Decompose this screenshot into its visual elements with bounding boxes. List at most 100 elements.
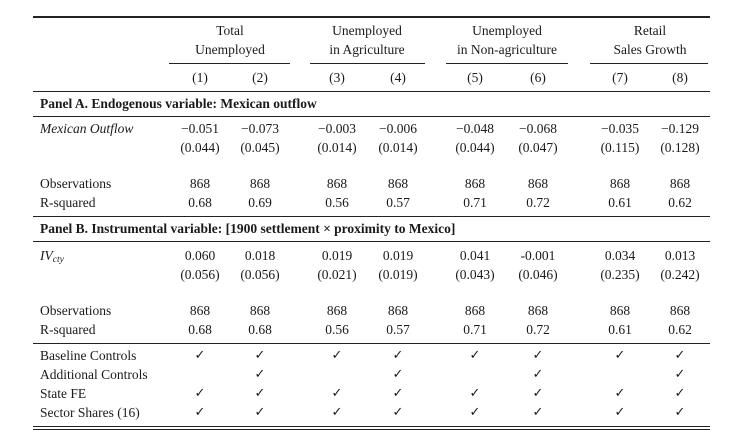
panel-a-rule bbox=[33, 116, 710, 117]
top-rule bbox=[33, 16, 710, 18]
coefficient: −0.006 bbox=[379, 121, 417, 136]
controls-rule bbox=[33, 343, 710, 344]
r-squared-value: 0.61 bbox=[608, 195, 632, 210]
check-icon: ✓ bbox=[194, 405, 206, 420]
column-number: (7) bbox=[612, 70, 628, 85]
check-icon: ✓ bbox=[331, 348, 343, 363]
column-number: (6) bbox=[530, 70, 546, 85]
coefficient: −0.048 bbox=[456, 121, 494, 136]
panel-title: Panel A. Endogenous variable: Mexican ou… bbox=[40, 96, 317, 111]
row-label-observations: Observations bbox=[40, 176, 112, 191]
check-icon: ✓ bbox=[194, 348, 206, 363]
column-group-subtitle: in Non-agriculture bbox=[456, 42, 558, 57]
check-icon: ✓ bbox=[674, 405, 686, 420]
r-squared-value: 0.56 bbox=[325, 195, 349, 210]
check-icon: ✓ bbox=[532, 386, 544, 401]
check-icon: ✓ bbox=[392, 348, 404, 363]
column-number: (3) bbox=[329, 70, 345, 85]
column-group-title: Unemployed bbox=[332, 23, 402, 38]
standard-error: (0.128) bbox=[660, 140, 700, 155]
check-icon: ✓ bbox=[194, 386, 206, 401]
check-icon: ✓ bbox=[469, 348, 481, 363]
row-label-r-squared: R-squared bbox=[40, 322, 96, 337]
coefficient: 0.019 bbox=[321, 248, 353, 263]
observations-value: 868 bbox=[464, 303, 486, 318]
r-squared-value: 0.62 bbox=[668, 322, 692, 337]
coefficient: 0.013 bbox=[664, 248, 696, 263]
observations-value: 868 bbox=[669, 176, 691, 191]
panel-b-top-rule bbox=[33, 216, 710, 217]
check-icon: ✓ bbox=[674, 386, 686, 401]
observations-value: 868 bbox=[609, 176, 631, 191]
row-label-observations: Observations bbox=[40, 303, 112, 318]
coefficient: 0.019 bbox=[382, 248, 414, 263]
check-icon: ✓ bbox=[614, 348, 626, 363]
r-squared-value: 0.71 bbox=[463, 322, 487, 337]
column-group-title: Total bbox=[216, 23, 244, 38]
observations-value: 868 bbox=[527, 303, 549, 318]
check-icon: ✓ bbox=[392, 405, 404, 420]
coefficient: -0.001 bbox=[520, 248, 556, 263]
check-icon: ✓ bbox=[392, 386, 404, 401]
control-label: Sector Shares (16) bbox=[40, 405, 140, 420]
coefficient: −0.003 bbox=[318, 121, 356, 136]
check-icon: ✓ bbox=[614, 386, 626, 401]
r-squared-value: 0.61 bbox=[608, 322, 632, 337]
observations-value: 868 bbox=[609, 303, 631, 318]
variable-label-main: IV bbox=[40, 248, 53, 263]
check-icon: ✓ bbox=[674, 367, 686, 382]
panel-title: Panel B. Instrumental variable: [1900 se… bbox=[40, 221, 456, 236]
bottom-rule-2 bbox=[33, 429, 710, 430]
standard-error: (0.045) bbox=[240, 140, 280, 155]
standard-error: (0.047) bbox=[518, 140, 558, 155]
coefficient: −0.051 bbox=[181, 121, 219, 136]
r-squared-value: 0.62 bbox=[668, 195, 692, 210]
standard-error: (0.043) bbox=[455, 267, 495, 282]
r-squared-value: 0.68 bbox=[248, 322, 272, 337]
header-bottom-rule bbox=[33, 91, 710, 92]
standard-error: (0.046) bbox=[518, 267, 558, 282]
r-squared-value: 0.68 bbox=[188, 195, 212, 210]
observations-value: 868 bbox=[249, 176, 271, 191]
bottom-rule-1 bbox=[33, 426, 710, 427]
r-squared-value: 0.57 bbox=[386, 322, 410, 337]
standard-error: (0.044) bbox=[180, 140, 220, 155]
control-label: Baseline Controls bbox=[40, 348, 137, 363]
control-label: State FE bbox=[40, 386, 87, 401]
coefficient: 0.060 bbox=[184, 248, 216, 263]
check-icon: ✓ bbox=[674, 348, 686, 363]
r-squared-value: 0.68 bbox=[188, 322, 212, 337]
standard-error: (0.019) bbox=[378, 267, 418, 282]
observations-value: 868 bbox=[249, 303, 271, 318]
group-underline bbox=[310, 63, 425, 64]
r-squared-value: 0.71 bbox=[463, 195, 487, 210]
coefficient: 0.041 bbox=[459, 248, 491, 263]
observations-value: 868 bbox=[464, 176, 486, 191]
check-icon: ✓ bbox=[331, 405, 343, 420]
observations-value: 868 bbox=[669, 303, 691, 318]
column-number: (2) bbox=[252, 70, 268, 85]
column-group-title: Retail bbox=[633, 23, 667, 38]
check-icon: ✓ bbox=[392, 367, 404, 382]
coefficient: 0.018 bbox=[244, 248, 276, 263]
variable-label-subscript: cty bbox=[52, 255, 64, 265]
variable-label: Mexican Outflow bbox=[40, 121, 134, 136]
column-number: (1) bbox=[192, 70, 208, 85]
variable-label: IVcty bbox=[40, 248, 64, 268]
check-icon: ✓ bbox=[532, 367, 544, 382]
check-icon: ✓ bbox=[254, 367, 266, 382]
observations-value: 868 bbox=[527, 176, 549, 191]
observations-value: 868 bbox=[189, 303, 211, 318]
column-group-title: Unemployed bbox=[472, 23, 542, 38]
standard-error: (0.044) bbox=[455, 140, 495, 155]
observations-value: 868 bbox=[387, 303, 409, 318]
r-squared-value: 0.57 bbox=[386, 195, 410, 210]
column-number: (8) bbox=[672, 70, 688, 85]
column-group-subtitle: Sales Growth bbox=[613, 42, 687, 57]
check-icon: ✓ bbox=[254, 386, 266, 401]
check-icon: ✓ bbox=[331, 386, 343, 401]
row-label-r-squared: R-squared bbox=[40, 195, 96, 210]
standard-error: (0.014) bbox=[317, 140, 357, 155]
group-underline bbox=[590, 63, 708, 64]
column-group-subtitle: in Agriculture bbox=[329, 42, 405, 57]
